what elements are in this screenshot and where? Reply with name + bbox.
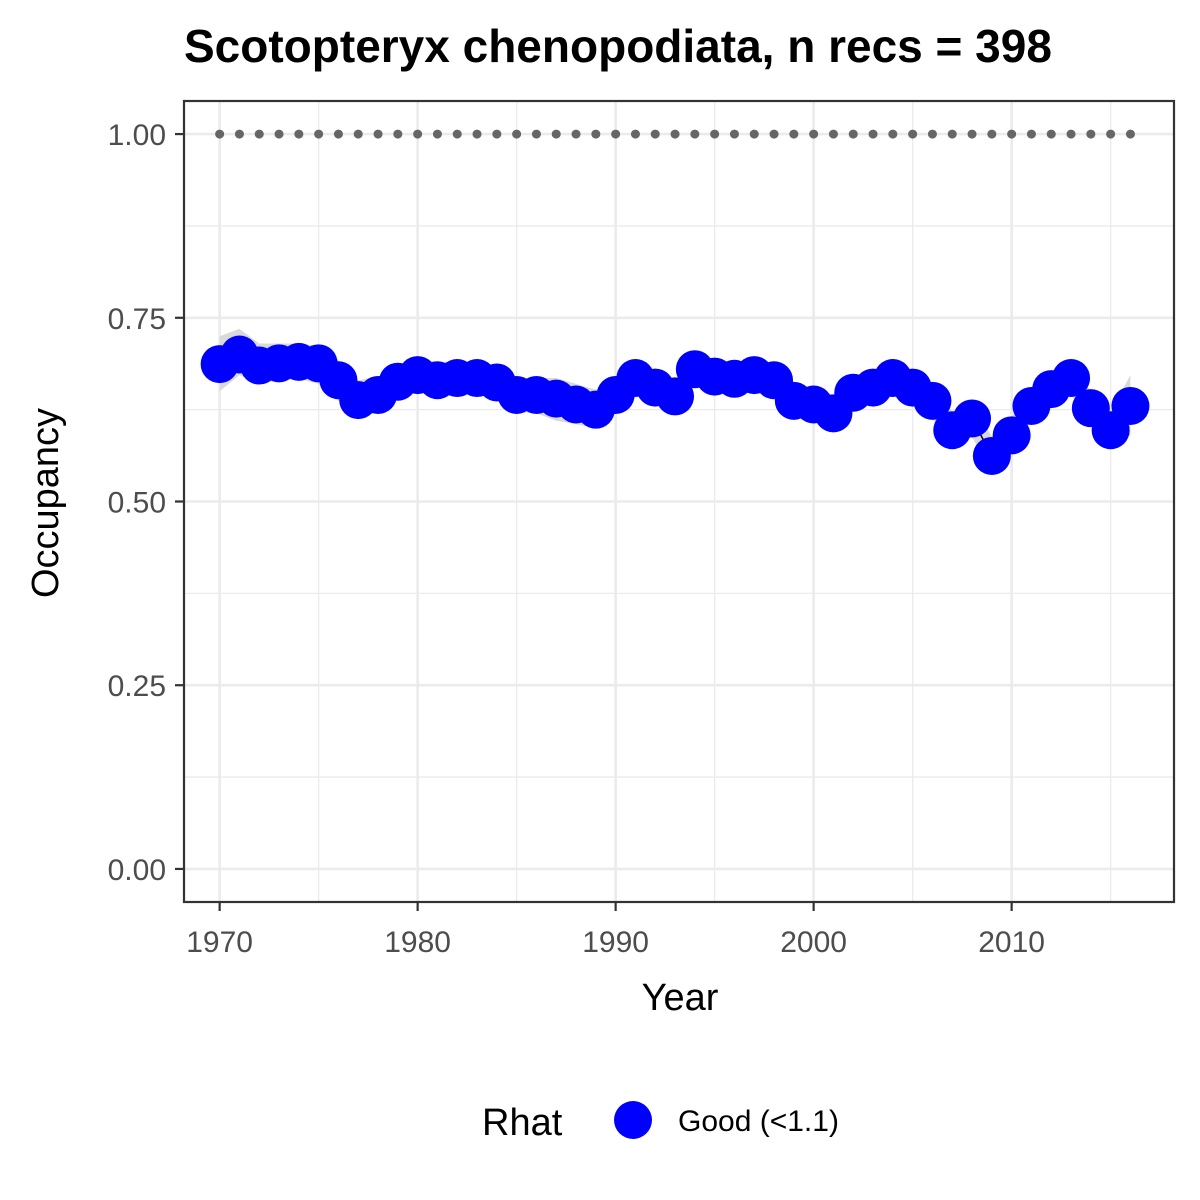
reference-point: [888, 129, 898, 139]
y-axis-title: Occupancy: [25, 408, 67, 598]
legend: Rhat Good (<1.1): [482, 1101, 839, 1144]
chart-title: Scotopteryx chenopodiata, n recs = 398: [184, 20, 1052, 72]
reference-point: [690, 129, 700, 139]
x-tick-label: 1970: [186, 926, 253, 959]
plot-panel: [182, 99, 1176, 904]
reference-point: [551, 129, 561, 139]
reference-point: [611, 129, 621, 139]
legend-label-good: Good (<1.1): [678, 1105, 839, 1138]
reference-point: [452, 129, 462, 139]
reference-point: [1106, 129, 1116, 139]
reference-point: [1086, 129, 1096, 139]
y-tick-label: 1.00: [108, 119, 166, 152]
x-tick-label: 1990: [582, 926, 649, 959]
occupancy-point: [656, 377, 695, 416]
reference-point: [868, 129, 878, 139]
y-tick-label: 0.25: [108, 670, 166, 703]
reference-point: [393, 129, 403, 139]
reference-point: [670, 129, 680, 139]
reference-point: [254, 129, 264, 139]
y-tick-label: 0.00: [108, 854, 166, 887]
occupancy-point: [953, 399, 992, 438]
x-tick-label: 2010: [978, 926, 1045, 959]
y-tick-label: 0.75: [108, 303, 166, 336]
reference-point: [947, 129, 957, 139]
reference-point: [967, 129, 977, 139]
y-axis: 0.00 0.25 0.50 0.75 1.00: [108, 119, 184, 887]
occupancy-point: [992, 416, 1031, 455]
reference-point: [769, 129, 779, 139]
reference-point: [848, 129, 858, 139]
reference-point: [710, 129, 720, 139]
reference-point: [353, 129, 363, 139]
reference-point: [789, 129, 799, 139]
reference-point: [908, 129, 918, 139]
reference-point: [294, 129, 304, 139]
reference-point: [809, 129, 819, 139]
reference-point: [333, 129, 343, 139]
reference-point: [729, 129, 739, 139]
reference-point: [591, 129, 601, 139]
reference-point: [650, 129, 660, 139]
reference-point: [314, 129, 324, 139]
occupancy-point: [1052, 359, 1091, 398]
x-axis-title: Year: [642, 977, 719, 1019]
legend-key-good: [614, 1101, 652, 1139]
reference-point: [1125, 129, 1135, 139]
reference-point: [1046, 129, 1056, 139]
x-tick-label: 2000: [780, 926, 847, 959]
reference-point: [432, 129, 442, 139]
reference-point: [1007, 129, 1017, 139]
reference-point: [373, 129, 383, 139]
reference-point: [630, 129, 640, 139]
reference-point: [927, 129, 937, 139]
x-axis: 1970 1980 1990 2000 2010: [186, 902, 1045, 959]
reference-point: [215, 129, 225, 139]
reference-point: [531, 129, 541, 139]
reference-point: [987, 129, 997, 139]
reference-point: [274, 129, 284, 139]
occupancy-point: [1111, 386, 1150, 425]
legend-title: Rhat: [482, 1102, 563, 1144]
occupancy-point: [913, 381, 952, 420]
reference-point: [1066, 129, 1076, 139]
reference-point: [749, 129, 759, 139]
reference-point: [512, 129, 522, 139]
reference-point: [472, 129, 482, 139]
reference-point: [413, 129, 423, 139]
y-tick-label: 0.50: [108, 487, 166, 520]
reference-point: [828, 129, 838, 139]
reference-point: [1026, 129, 1036, 139]
reference-point: [571, 129, 581, 139]
x-tick-label: 1980: [384, 926, 451, 959]
reference-point: [492, 129, 502, 139]
reference-point: [234, 129, 244, 139]
